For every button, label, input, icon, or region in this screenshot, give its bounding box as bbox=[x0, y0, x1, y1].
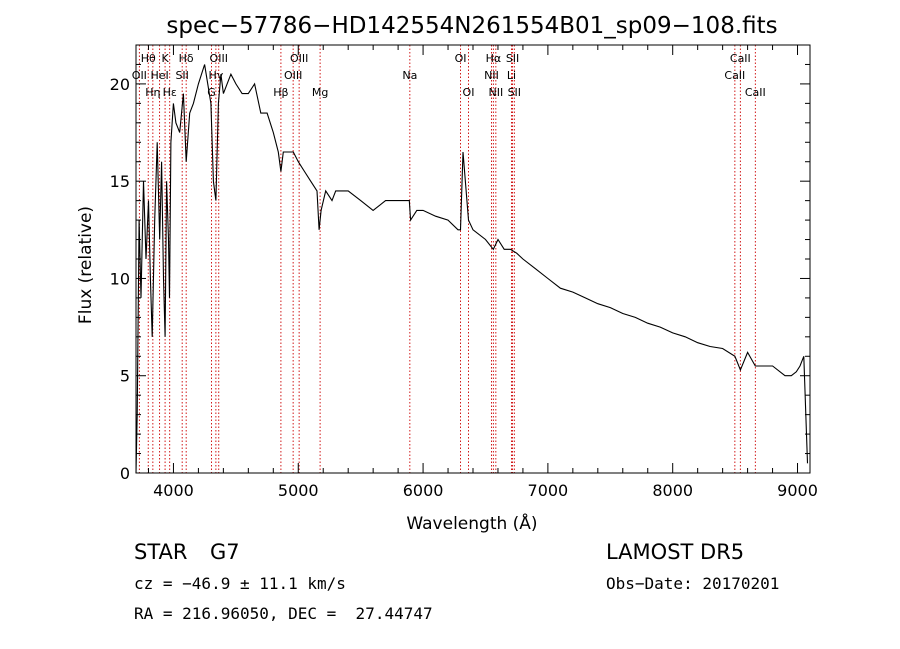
line-marker-label: OIII bbox=[210, 52, 228, 65]
y-tick-label: 15 bbox=[110, 172, 130, 191]
line-marker-label: K bbox=[161, 52, 169, 65]
line-marker-label: OIII bbox=[290, 52, 308, 65]
x-tick-label: 6000 bbox=[403, 481, 444, 500]
line-marker-label: OIII bbox=[284, 69, 302, 82]
line-marker-label: SII bbox=[175, 69, 188, 82]
line-marker-label: HeI bbox=[150, 69, 168, 82]
survey-name: LAMOST DR5 bbox=[606, 540, 745, 564]
line-marker-label: SII bbox=[508, 86, 521, 99]
x-axis-label: Wavelength (Å) bbox=[406, 512, 537, 534]
line-marker-label: NII bbox=[484, 69, 499, 82]
line-marker-label: Li bbox=[507, 69, 516, 82]
line-marker-label: NII bbox=[488, 86, 503, 99]
line-marker-label: OI bbox=[455, 52, 467, 65]
redshift-velocity: cz = −46.9 ± 11.1 km/s bbox=[134, 574, 346, 593]
y-axis: 0 5 10 15 20 bbox=[110, 63, 810, 483]
observation-date: Obs−Date: 20170201 bbox=[606, 574, 780, 593]
x-tick-label: 7000 bbox=[528, 481, 569, 500]
y-tick-label: 5 bbox=[120, 367, 130, 386]
x-tick-label: 5000 bbox=[278, 481, 319, 500]
y-tick-label: 20 bbox=[110, 75, 130, 94]
y-tick-label: 10 bbox=[110, 269, 130, 288]
x-tick-label: 8000 bbox=[652, 481, 693, 500]
sky-coordinates: RA = 216.96050, DEC = 27.44747 bbox=[134, 604, 433, 623]
line-marker-label: Hβ bbox=[273, 86, 288, 99]
line-marker-label: CaII bbox=[745, 86, 766, 99]
line-marker-label: Hε bbox=[163, 86, 177, 99]
x-tick-label: 4000 bbox=[153, 481, 194, 500]
line-marker-label: G bbox=[207, 86, 216, 99]
line-marker-label: Hγ bbox=[208, 69, 223, 82]
spectrum-line bbox=[135, 64, 809, 474]
line-marker-label: SII bbox=[506, 52, 519, 65]
line-marker-label: Hα bbox=[486, 52, 502, 65]
line-marker-label: Hη bbox=[145, 86, 160, 99]
line-marker-label: OII bbox=[132, 69, 147, 82]
line-marker-label: OI bbox=[463, 86, 475, 99]
y-tick-label: 0 bbox=[120, 464, 130, 483]
chart-title: spec−57786−HD142554N261554B01_sp09−108.f… bbox=[166, 13, 777, 39]
line-marker-label: CaII bbox=[724, 69, 745, 82]
object-subclass: G7 bbox=[210, 540, 240, 564]
x-axis: 4000 5000 6000 7000 8000 9000 bbox=[147, 45, 818, 500]
line-marker-label: Mg bbox=[312, 86, 328, 99]
spectral-line-markers bbox=[138, 45, 756, 473]
x-tick-label: 9000 bbox=[777, 481, 818, 500]
object-class: STAR bbox=[134, 540, 188, 564]
spectral-line-labels: Hθ OII Hη K HeI Hε SII Hδ OIII Hγ G Hβ OIII OIII Mg Na O… bbox=[132, 52, 766, 99]
y-axis-label: Flux (relative) bbox=[76, 206, 96, 324]
plot-frame bbox=[135, 44, 811, 474]
line-marker-label: Na bbox=[402, 69, 417, 82]
line-marker-label: Hθ bbox=[141, 52, 156, 65]
line-marker-label: CaII bbox=[730, 52, 751, 65]
line-marker-label: Hδ bbox=[179, 52, 194, 65]
